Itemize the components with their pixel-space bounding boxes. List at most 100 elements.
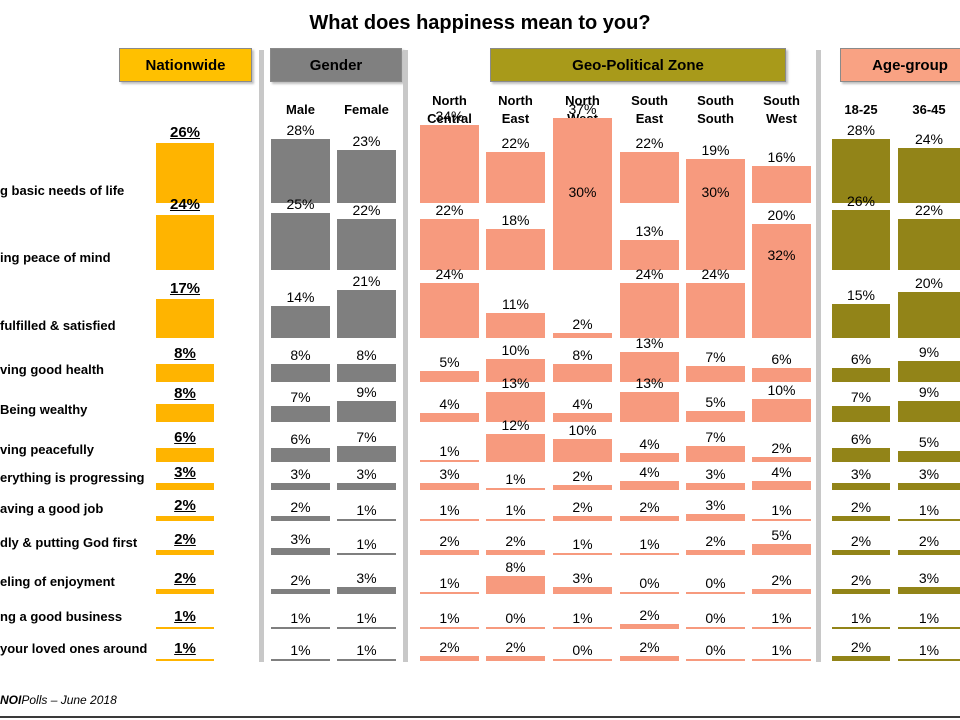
bar xyxy=(420,370,479,382)
data-label: 10% xyxy=(501,342,530,358)
bar xyxy=(337,552,396,555)
data-label: 28% xyxy=(286,121,315,138)
data-label: 2% xyxy=(850,639,872,656)
data-label: 26% xyxy=(846,193,876,210)
bar xyxy=(686,514,745,521)
column-header: Female xyxy=(333,90,400,130)
bar xyxy=(156,626,214,629)
bar xyxy=(898,450,960,462)
data-label: 19% xyxy=(701,142,730,159)
bar xyxy=(156,658,214,661)
bar xyxy=(832,138,890,203)
bar xyxy=(686,550,745,555)
data-label: 18% xyxy=(501,211,530,228)
data-label: 3% xyxy=(439,466,460,483)
column-header-label: Male xyxy=(286,102,315,117)
bar xyxy=(156,516,214,521)
data-label: 22% xyxy=(914,202,944,219)
data-label: 2% xyxy=(439,533,460,550)
bar xyxy=(337,363,396,382)
bar xyxy=(752,264,811,338)
column-header: South East xyxy=(616,90,683,130)
data-label: 20% xyxy=(914,275,944,291)
bar xyxy=(156,483,214,490)
data-label: 0% xyxy=(705,575,726,591)
data-label: 2% xyxy=(439,639,460,656)
data-label: 1% xyxy=(505,470,526,487)
bar xyxy=(156,589,214,594)
bar xyxy=(486,392,545,422)
bar xyxy=(337,587,396,594)
bar xyxy=(156,403,214,422)
bar xyxy=(686,159,745,203)
data-label: 10% xyxy=(767,382,796,398)
bar xyxy=(337,289,396,338)
row-label: ving good health xyxy=(0,362,104,377)
data-label: 1% xyxy=(439,501,460,518)
bottom-rule xyxy=(0,716,960,718)
bar xyxy=(337,483,396,490)
bar xyxy=(271,305,330,338)
bar xyxy=(620,592,679,594)
bar xyxy=(553,516,612,521)
bar xyxy=(686,445,745,462)
data-label: 8% xyxy=(505,558,526,575)
bar xyxy=(553,439,612,462)
bar xyxy=(898,219,960,270)
bar xyxy=(832,589,890,594)
data-label: 2% xyxy=(572,499,593,516)
data-label: 2% xyxy=(174,570,196,588)
bar xyxy=(553,201,612,270)
bar xyxy=(420,591,479,594)
data-label: 8% xyxy=(290,346,311,363)
data-label: 1% xyxy=(572,535,593,552)
data-label: 1% xyxy=(290,641,311,658)
group-header-age: Age-group xyxy=(840,48,960,82)
data-label: 0% xyxy=(705,610,726,626)
data-label: 1% xyxy=(771,609,792,626)
data-label: 4% xyxy=(771,463,792,480)
data-label: 7% xyxy=(290,388,311,405)
bar xyxy=(752,543,811,555)
data-label: 6% xyxy=(850,351,872,368)
bar xyxy=(752,480,811,490)
data-label: 2% xyxy=(505,639,526,656)
data-label: 2% xyxy=(572,316,593,333)
data-label: 2% xyxy=(639,607,660,624)
data-label: 10% xyxy=(568,422,597,438)
data-label: 1% xyxy=(572,609,593,626)
data-label: 1% xyxy=(174,607,196,625)
bar xyxy=(486,627,545,629)
bar xyxy=(620,392,679,422)
data-label: 1% xyxy=(174,639,196,657)
bar xyxy=(486,518,545,521)
data-label: 1% xyxy=(918,501,940,518)
data-label: 2% xyxy=(639,639,660,656)
data-label: 16% xyxy=(767,149,796,166)
row-label: Being wealthy xyxy=(0,402,88,417)
data-label: 2% xyxy=(850,533,872,550)
data-label: 1% xyxy=(771,641,792,658)
data-label: 3% xyxy=(705,466,726,483)
column-header-label: 36-45 xyxy=(912,102,946,117)
bar xyxy=(337,626,396,629)
data-label: 1% xyxy=(290,609,311,626)
bar xyxy=(752,589,811,594)
bar xyxy=(898,401,960,422)
bar xyxy=(898,658,960,661)
bar xyxy=(337,445,396,462)
bar xyxy=(752,658,811,661)
data-label: 13% xyxy=(635,335,664,352)
data-label: 30% xyxy=(701,184,730,200)
bar xyxy=(337,150,396,203)
data-label: 2% xyxy=(771,440,792,457)
bar xyxy=(898,626,960,629)
bar xyxy=(553,412,612,422)
row-label: eling of enjoyment xyxy=(0,574,115,589)
data-label: 5% xyxy=(705,393,726,410)
row-label: g basic needs of life xyxy=(0,183,125,198)
row-label: dly & putting God first xyxy=(0,535,138,550)
column-header: 36-45 xyxy=(894,90,960,130)
bar xyxy=(420,518,479,521)
